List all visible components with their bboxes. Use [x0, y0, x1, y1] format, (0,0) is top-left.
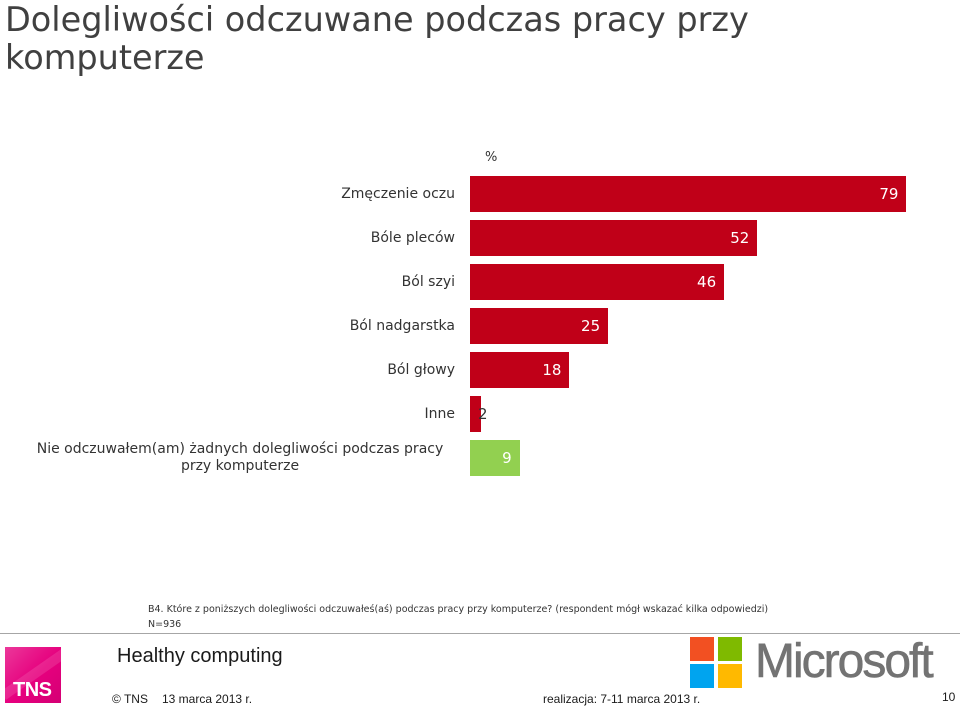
- category-cell: Zmęczenie oczu: [0, 176, 455, 212]
- footer-divider: [0, 633, 960, 634]
- fieldwork-dates: realizacja: 7-11 marca 2013 r.: [543, 692, 701, 706]
- question-note: B4. Które z poniższych dolegliwości odcz…: [148, 602, 768, 632]
- bar: 79: [470, 176, 907, 212]
- unit-label: %: [485, 150, 498, 165]
- category-cell: Ból nadgarstka: [0, 308, 455, 344]
- bar-track: 9: [470, 440, 912, 476]
- category-label: Ból nadgarstka: [349, 317, 455, 334]
- bar-track: 25: [470, 308, 912, 344]
- microsoft-wordmark: Microsoft: [755, 635, 934, 688]
- category-cell: Bóle pleców: [0, 220, 455, 256]
- sample-size: N=936: [148, 619, 182, 630]
- category-cell: Inne: [0, 396, 456, 432]
- bar-track: 18: [470, 352, 912, 388]
- category-cell: Nie odczuwałem(am) żadnych dolegliwości …: [0, 440, 455, 476]
- bar-row: Ból szyi 46: [0, 264, 960, 308]
- value-label: 46: [697, 273, 717, 291]
- value-label: 9: [502, 449, 512, 467]
- slide-title: Dolegliwości odczuwane podczas pracy prz…: [5, 0, 749, 77]
- bar: 18: [470, 352, 570, 388]
- tns-logo-text: TNS: [13, 679, 52, 701]
- bar-row: Inne 2: [0, 396, 960, 440]
- category-label: Nie odczuwałem(am) żadnych dolegliwości …: [36, 441, 444, 474]
- value-label: 79: [879, 185, 899, 203]
- windows-flag-icon: [690, 637, 742, 688]
- category-label: Inne: [424, 405, 456, 422]
- bar-chart: Zmęczenie oczu 79 Bóle pleców 52 Ból szyi 46 B…: [0, 176, 960, 484]
- bar-row: Nie odczuwałem(am) żadnych dolegliwości …: [0, 440, 960, 484]
- report-date: 13 marca 2013 r.: [162, 692, 253, 706]
- question-text: B4. Które z poniższych dolegliwości odcz…: [148, 604, 769, 615]
- project-name: Healthy computing: [117, 645, 283, 667]
- windows-flag-square: [690, 664, 714, 688]
- windows-flag-square: [718, 637, 742, 661]
- bar: [470, 396, 482, 432]
- value-label: 2: [478, 405, 488, 423]
- category-label: Bóle pleców: [370, 229, 455, 246]
- windows-flag-square: [718, 664, 742, 688]
- bar: 9: [470, 440, 520, 476]
- bar-row: Ból głowy 18: [0, 352, 960, 396]
- windows-flag-square: [690, 637, 714, 661]
- bar-track: 79: [470, 176, 912, 212]
- value-label: 18: [542, 361, 562, 379]
- category-cell: Ból głowy: [0, 352, 455, 388]
- bar-track: 46: [470, 264, 912, 300]
- category-cell: Ból szyi: [0, 264, 455, 300]
- bar: 46: [470, 264, 725, 300]
- bar-row: Ból nadgarstka 25: [0, 308, 960, 352]
- value-label: 25: [581, 317, 601, 335]
- bar: 25: [470, 308, 609, 344]
- category-label: Ból szyi: [401, 273, 455, 290]
- copyright: © TNS: [112, 692, 148, 706]
- page-number: 10: [942, 690, 956, 704]
- bar-track: 2: [470, 396, 912, 432]
- tns-logo: TNS: [5, 647, 61, 703]
- bar-row: Zmęczenie oczu 79: [0, 176, 960, 220]
- category-label: Zmęczenie oczu: [341, 185, 455, 202]
- category-label: Ból głowy: [387, 361, 455, 378]
- bar-row: Bóle pleców 52: [0, 220, 960, 264]
- value-label: 52: [730, 229, 750, 247]
- bar: 52: [470, 220, 758, 256]
- bar-track: 52: [470, 220, 912, 256]
